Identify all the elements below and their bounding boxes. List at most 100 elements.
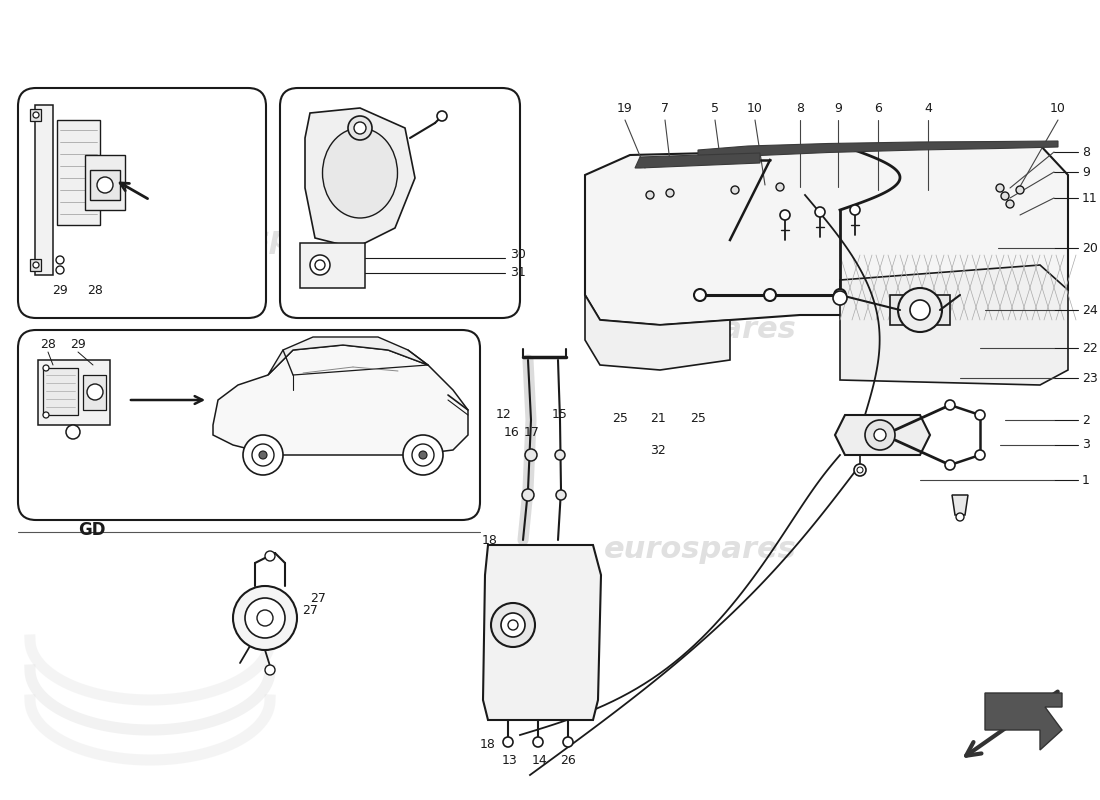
Circle shape	[43, 365, 50, 371]
Text: 32: 32	[650, 443, 666, 457]
Text: 3: 3	[1082, 438, 1090, 451]
Circle shape	[1001, 192, 1009, 200]
Text: 29: 29	[70, 338, 86, 351]
Circle shape	[243, 435, 283, 475]
Circle shape	[776, 183, 784, 191]
Circle shape	[556, 450, 565, 460]
Polygon shape	[57, 120, 100, 225]
Circle shape	[265, 665, 275, 675]
Polygon shape	[213, 345, 468, 455]
Text: 11: 11	[1082, 191, 1098, 205]
Text: eurospares: eurospares	[604, 315, 796, 345]
Circle shape	[252, 444, 274, 466]
Circle shape	[865, 420, 895, 450]
FancyBboxPatch shape	[18, 330, 480, 520]
Circle shape	[666, 189, 674, 197]
Text: 24: 24	[1082, 303, 1098, 317]
Circle shape	[56, 256, 64, 264]
Text: 25: 25	[690, 411, 706, 425]
Circle shape	[874, 429, 886, 441]
Circle shape	[732, 186, 739, 194]
Text: 2: 2	[1082, 414, 1090, 426]
Text: 26: 26	[560, 754, 576, 766]
Polygon shape	[698, 141, 1058, 160]
Text: 13: 13	[502, 754, 518, 766]
Circle shape	[354, 122, 366, 134]
Circle shape	[43, 412, 50, 418]
Text: 25: 25	[612, 411, 628, 425]
Polygon shape	[952, 495, 968, 515]
Polygon shape	[984, 693, 1062, 750]
Circle shape	[33, 112, 39, 118]
Text: 9: 9	[834, 102, 842, 114]
Text: 8: 8	[796, 102, 804, 114]
Text: 28: 28	[87, 283, 103, 297]
Polygon shape	[39, 360, 110, 425]
Circle shape	[945, 460, 955, 470]
Circle shape	[437, 111, 447, 121]
Circle shape	[898, 288, 942, 332]
Polygon shape	[43, 368, 78, 415]
Circle shape	[491, 603, 535, 647]
Circle shape	[522, 489, 534, 501]
Text: 9: 9	[1082, 166, 1090, 178]
Circle shape	[97, 177, 113, 193]
Circle shape	[419, 451, 427, 459]
Circle shape	[956, 513, 964, 521]
Ellipse shape	[322, 128, 397, 218]
Circle shape	[508, 620, 518, 630]
Polygon shape	[585, 295, 730, 370]
Circle shape	[850, 205, 860, 215]
Text: 28: 28	[40, 338, 56, 351]
Circle shape	[258, 451, 267, 459]
Circle shape	[233, 586, 297, 650]
Polygon shape	[30, 259, 41, 271]
Circle shape	[500, 613, 525, 637]
Circle shape	[525, 449, 537, 461]
Circle shape	[315, 260, 324, 270]
Polygon shape	[85, 155, 125, 210]
Circle shape	[854, 464, 866, 476]
Circle shape	[1016, 186, 1024, 194]
Text: 4: 4	[924, 102, 932, 114]
Text: eurospares: eurospares	[174, 226, 366, 254]
Circle shape	[403, 435, 443, 475]
Circle shape	[646, 191, 654, 199]
Polygon shape	[483, 545, 601, 720]
Circle shape	[503, 737, 513, 747]
Polygon shape	[82, 375, 106, 410]
Circle shape	[265, 551, 275, 561]
Text: 27: 27	[310, 591, 326, 605]
Circle shape	[910, 300, 930, 320]
Polygon shape	[268, 337, 428, 375]
Text: 5: 5	[711, 102, 719, 114]
FancyBboxPatch shape	[280, 88, 520, 318]
FancyBboxPatch shape	[18, 88, 266, 318]
Text: 21: 21	[650, 411, 666, 425]
Circle shape	[780, 210, 790, 220]
Text: 15: 15	[552, 409, 568, 422]
Text: 27: 27	[302, 603, 318, 617]
Text: 18: 18	[482, 534, 498, 546]
Circle shape	[1006, 200, 1014, 208]
Circle shape	[87, 384, 103, 400]
Text: 17: 17	[524, 426, 540, 438]
Circle shape	[245, 598, 285, 638]
Text: 19: 19	[617, 102, 632, 114]
Polygon shape	[90, 170, 120, 200]
Polygon shape	[30, 109, 41, 121]
Circle shape	[563, 737, 573, 747]
Circle shape	[815, 207, 825, 217]
Text: eurospares: eurospares	[604, 535, 796, 565]
Text: 16: 16	[504, 426, 520, 438]
Text: 6: 6	[874, 102, 882, 114]
Circle shape	[833, 291, 847, 305]
Polygon shape	[585, 145, 1068, 325]
Circle shape	[348, 116, 372, 140]
Text: 22: 22	[1082, 342, 1098, 354]
Circle shape	[975, 410, 984, 420]
Text: 23: 23	[1082, 371, 1098, 385]
Circle shape	[975, 450, 984, 460]
Text: 8: 8	[1082, 146, 1090, 158]
Circle shape	[857, 467, 864, 473]
